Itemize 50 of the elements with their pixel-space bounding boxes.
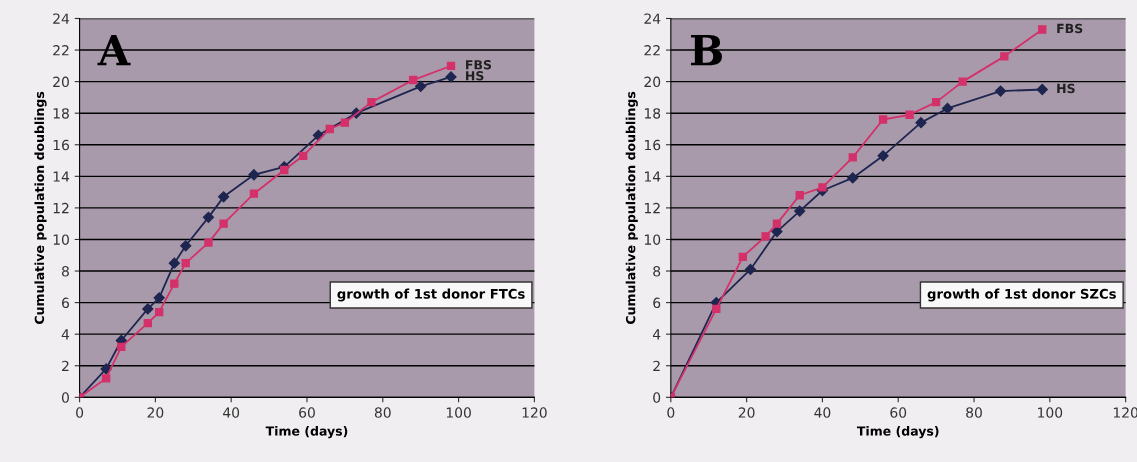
y-tick-label: 12 bbox=[644, 202, 660, 214]
x-tick-label: 80 bbox=[374, 407, 391, 418]
y-tick-label: 20 bbox=[644, 76, 661, 88]
x-axis-title: Time (days) bbox=[856, 426, 939, 439]
y-tick-label: 16 bbox=[644, 139, 661, 151]
y-tick-label: 8 bbox=[61, 266, 69, 277]
y-tick-label: 20 bbox=[53, 76, 69, 88]
x-tick-label: 100 bbox=[446, 407, 471, 418]
x-tick-label: 20 bbox=[147, 407, 164, 418]
x-tick-label: 20 bbox=[738, 407, 755, 418]
x-tick-label: 40 bbox=[814, 407, 831, 418]
x-axis-title: Time (days) bbox=[265, 426, 348, 439]
y-tick-label: 22 bbox=[53, 45, 69, 56]
y-tick-label: 24 bbox=[53, 13, 70, 24]
series-label: FBS bbox=[1057, 23, 1083, 34]
series-label: FBS bbox=[466, 60, 492, 70]
x-tick-label: 120 bbox=[1113, 407, 1137, 418]
x-tick-label: 120 bbox=[522, 407, 547, 418]
y-tick-label: 16 bbox=[53, 139, 69, 151]
x-tick-label: 100 bbox=[1038, 407, 1063, 418]
y-tick-label: 6 bbox=[653, 297, 661, 309]
y-tick-label: 8 bbox=[653, 266, 661, 277]
y-tick-label: 22 bbox=[644, 45, 660, 56]
x-tick-label: 40 bbox=[223, 407, 240, 418]
series-label: HS bbox=[466, 71, 484, 81]
y-tick-label: 0 bbox=[61, 392, 69, 403]
x-tick-label: 60 bbox=[890, 407, 907, 418]
y-tick-label: 14 bbox=[53, 171, 70, 182]
y-tick-label: 10 bbox=[644, 234, 661, 245]
y-tick-label: 18 bbox=[644, 108, 661, 119]
y-axis-title: Cumulative population doublings bbox=[34, 91, 47, 324]
y-tick-label: 4 bbox=[652, 329, 661, 340]
y-tick-label: 12 bbox=[53, 202, 69, 214]
y-tick-label: 10 bbox=[53, 234, 69, 245]
y-tick-label: 14 bbox=[644, 171, 661, 182]
annotation: growth of 1st donor SZCs bbox=[927, 288, 1116, 302]
y-axis-title: Cumulative population doublings bbox=[625, 91, 638, 324]
x-tick-label: 60 bbox=[299, 407, 315, 418]
y-tick-label: 2 bbox=[62, 360, 69, 372]
y-tick-label: 2 bbox=[653, 360, 660, 372]
y-tick-label: 0 bbox=[653, 392, 661, 403]
y-tick-label: 18 bbox=[53, 108, 69, 119]
x-tick-label: 0 bbox=[667, 407, 675, 418]
series-label: HS bbox=[1057, 83, 1075, 94]
y-tick-label: 6 bbox=[62, 297, 69, 309]
annotation: growth of 1st donor FTCs bbox=[337, 288, 525, 302]
y-tick-label: 4 bbox=[61, 329, 70, 340]
x-tick-label: 80 bbox=[966, 407, 982, 418]
x-tick-label: 0 bbox=[76, 407, 84, 418]
y-tick-label: 24 bbox=[644, 13, 661, 24]
